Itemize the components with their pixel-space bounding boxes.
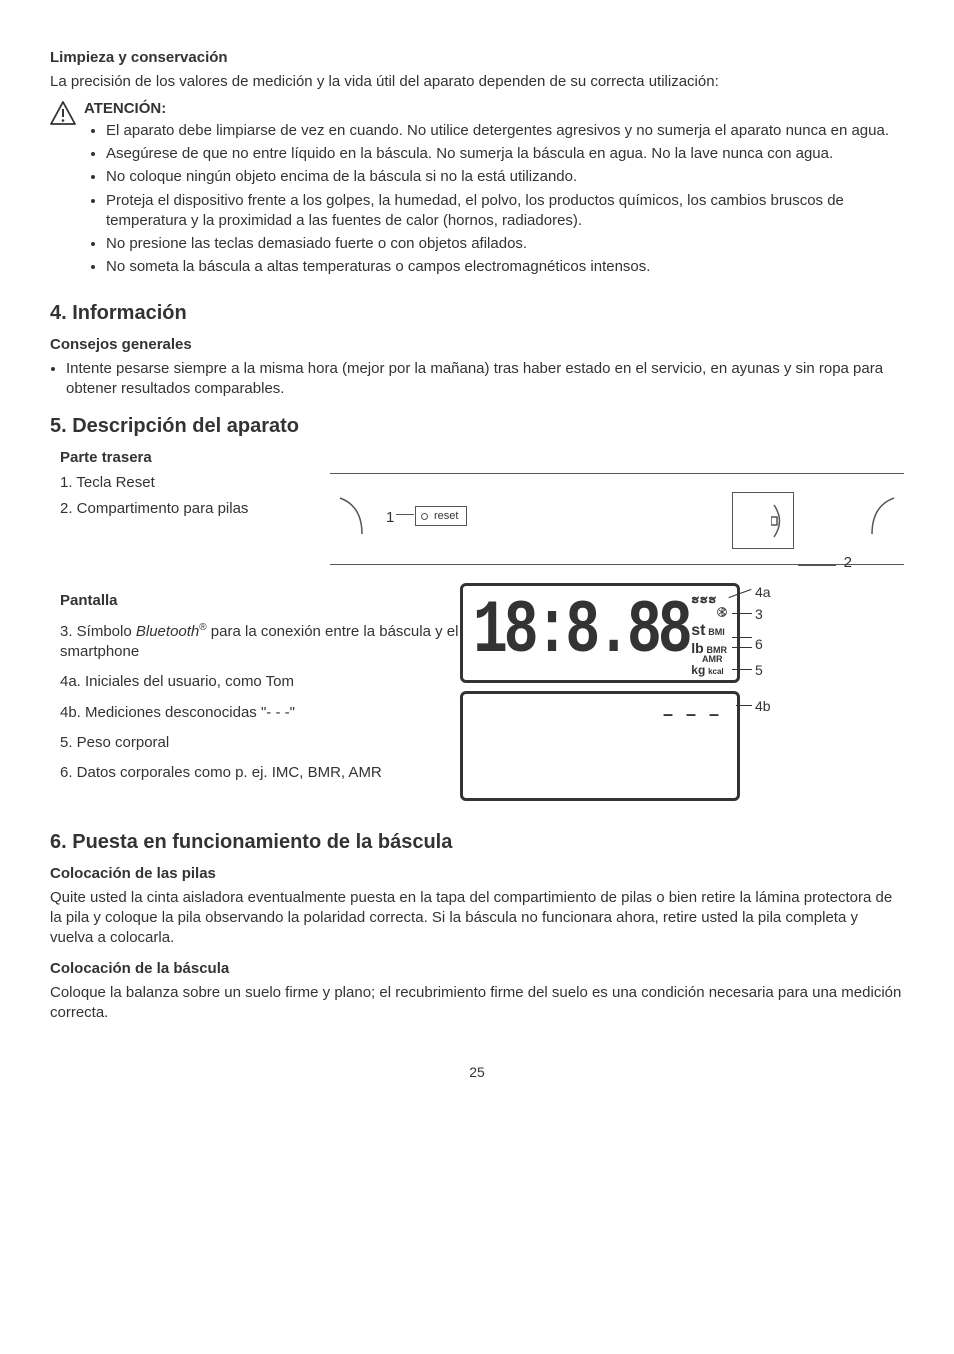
warning-icon [50,101,76,131]
list-item: Asegúrese de que no entre líquido en la … [106,144,904,164]
pantalla-item-3: 3. Símbolo Bluetooth® para la conexión e… [60,621,460,663]
reset-hole-icon [421,513,428,520]
corner-arc-right [868,496,896,536]
attn-list: El aparato debe limpiarse de vez en cuan… [84,121,904,278]
limpieza-heading: Limpieza y conservación [50,48,904,68]
pantalla-sub: Pantalla [60,591,460,611]
rear-item-2: 2. Compartimento para pilas [60,499,310,519]
page-number: 25 [50,1063,904,1082]
rear-item-1: 1. Tecla Reset [60,473,310,493]
list-item: Proteja el dispositivo frente a los golp… [106,191,904,232]
consejos-list: Intente pesarse siempre a la misma hora … [50,359,904,400]
callout-1-line [396,514,414,515]
limpieza-intro: La precisión de los valores de medición … [50,72,904,92]
pilas-text: Quite usted la cinta aisladora eventualm… [50,888,904,949]
pantalla-item-5: 5. Peso corporal [60,733,460,753]
list-item: No coloque ningún objeto encima de la bá… [106,167,904,187]
reset-label: reset [434,510,458,522]
rear-sub: Parte trasera [60,448,904,468]
pantalla-item-4a: 4a. Iniciales del usuario, como Tom [60,672,460,692]
callout-4b: 4b [755,697,771,716]
section4-heading: 4. Información [50,300,904,327]
lcd-digits: 18:8.88 [473,595,689,670]
corner-arc-left [338,496,366,536]
lcd-display-secondary: – – – [460,691,740,801]
list-item: El aparato debe limpiarse de vez en cuan… [106,121,904,141]
bascula-text: Coloque la balanza sobre un suelo firme … [50,983,904,1024]
attn-label: ATENCIÓN: [84,99,904,119]
consejos-sub: Consejos generales [50,335,904,355]
lcd-initials: ຮຮຮ [691,594,727,607]
callout-1: 1 [386,508,394,528]
lcd-dashes: – – – [663,702,723,726]
reset-button-box: reset [415,506,467,527]
callout-4a: 4a [755,583,771,602]
callout-2: 2 [844,553,852,573]
section5-heading: 5. Descripción del aparato [50,413,904,440]
pantalla-item-4b: 4b. Mediciones desconocidas "- - -" [60,703,460,723]
list-item: No someta la báscula a altas temperatura… [106,257,904,277]
pilas-sub: Colocación de las pilas [50,864,904,884]
battery-latch-icon [771,503,789,539]
callout-3: 3 [755,605,763,624]
pantalla-item-6: 6. Datos corporales como p. ej. IMC, BMR… [60,763,460,783]
battery-cover [732,492,794,549]
callout-2-line [798,565,836,566]
bluetooth-icon [717,607,727,617]
callout-5: 5 [755,661,763,680]
bascula-sub: Colocación de la báscula [50,959,904,979]
lcd-units-column: ຮຮຮ st BMI lb BMR lb AMR kg kcal [691,594,727,679]
rear-diagram: 1 reset 2 [330,473,904,565]
list-item: Intente pesarse siempre a la misma hora … [66,359,904,400]
section6-heading: 6. Puesta en funcionamiento de la báscul… [50,829,904,856]
callout-6: 6 [755,635,763,654]
lcd-display-main: 18:8.88 ຮຮຮ st BMI lb BMR lb AMR kg kcal [460,583,740,683]
list-item: No presione las teclas demasiado fuerte … [106,234,904,254]
